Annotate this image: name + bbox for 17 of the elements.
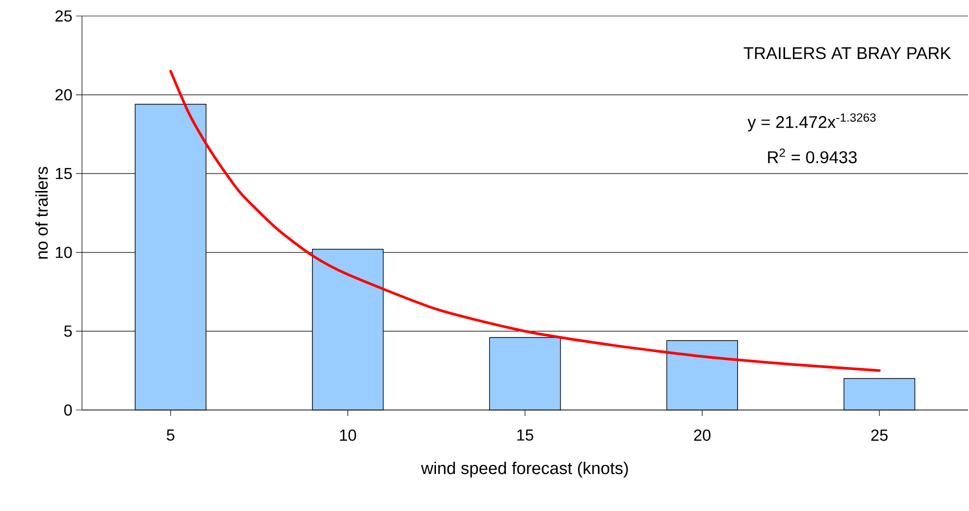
x-tick-label: 10 — [340, 430, 356, 441]
x-tick-label: 20 — [694, 430, 710, 441]
text: TRAILERS AT BRAY PARK — [744, 47, 951, 60]
x-axis-title: wind speed forecast (knots) — [421, 462, 628, 478]
y-tick-label: 10 — [56, 246, 72, 258]
x-tick-label: 25 — [871, 430, 888, 441]
y-tick-label: 5 — [64, 326, 72, 337]
y-tick-label: 20 — [55, 89, 72, 100]
y-axis-title: no of trailers — [35, 166, 48, 259]
annotation: y = 21.472x$^{-1.3263}$ — [748, 113, 876, 132]
y-tick-label: 15 — [56, 168, 72, 180]
annotation: R$^{2}$ = 0.9433 — [768, 148, 857, 164]
x-tick-label: 15 — [517, 430, 534, 441]
y-tick-label: 25 — [55, 10, 72, 22]
x-tick-label: 5 — [166, 430, 174, 441]
line-series — [169, 70, 881, 372]
y-tick-label: 0 — [64, 404, 72, 416]
